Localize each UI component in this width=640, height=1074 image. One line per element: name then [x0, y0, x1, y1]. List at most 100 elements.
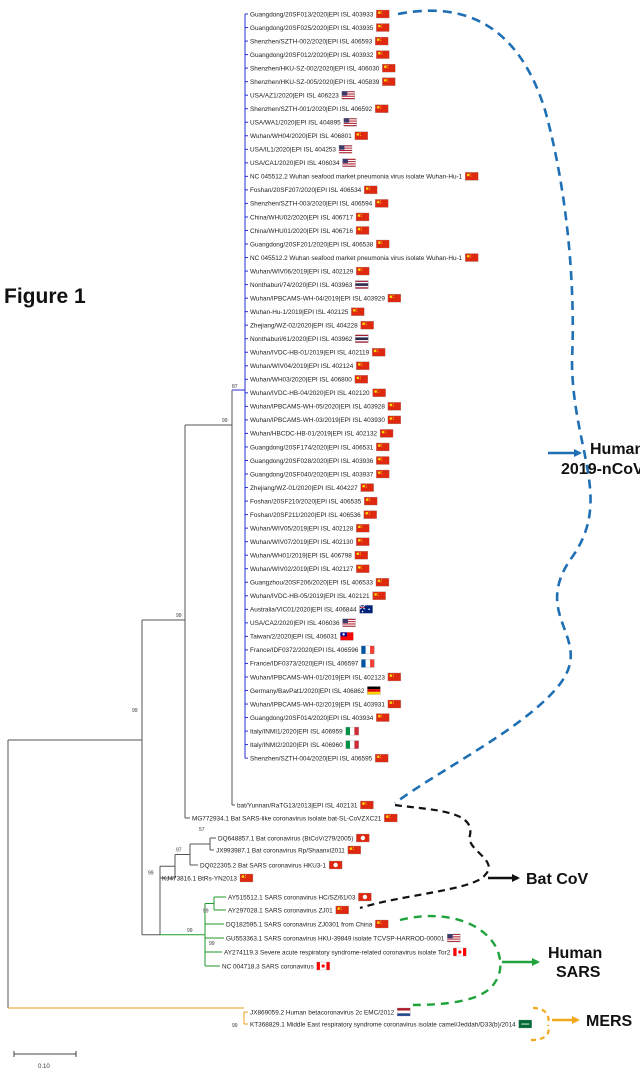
flag-germany-icon [367, 686, 381, 695]
flag-china-icon [360, 321, 374, 330]
taxon-label: Shenzhen/SZTH-002/2020|EPI ISL 406593 [250, 38, 373, 45]
taxon-label: Guangdong/20SF013/2020|EPI ISL 403933 [250, 11, 374, 18]
tree-branches [7, 13, 248, 1025]
taxon-label-bat: JX993987.1 Bat coronavirus Rp/Shaanxi201… [216, 847, 345, 854]
flag-china-icon [360, 483, 374, 492]
human-sars-label: Human [548, 945, 602, 962]
taxon-label: Wuhan/WIV02/2019|EPI ISL 402127 [250, 566, 354, 573]
taxon-label: Zhejiang/WZ-01/2020|EPI ISL 404227 [250, 485, 358, 492]
flag-china-icon [351, 307, 365, 316]
flag-china-icon [375, 578, 390, 587]
flag-france-icon [361, 659, 375, 668]
flag-thailand-icon [355, 334, 369, 343]
flag-china-icon [387, 293, 402, 303]
flag-china-icon [387, 699, 402, 709]
taxon-label: Shenzhen/SZTH-004/2020|EPI ISL 406595 [250, 755, 373, 762]
taxon-label-mers: JX869059.2 Human betacoronavirus 2c EMC/… [250, 1009, 395, 1016]
flag-china-icon [387, 402, 402, 411]
taxon-label: Wuhan/WIV06/2019|EPI ISL 402129 [250, 268, 354, 275]
taxon-label: Guangdong/20SF028/2020|EPI ISL 403936 [250, 458, 374, 465]
scale-bar-label: 0.10 [38, 1064, 50, 1070]
mers-bracket [530, 1006, 550, 1042]
flag-china-icon [379, 429, 394, 438]
flag-china-icon [375, 199, 389, 208]
taxon-label: USA/WA1/2020|EPI ISL 404895 [250, 120, 341, 127]
flag-china-icon [354, 375, 369, 384]
flag-china-icon [465, 253, 479, 262]
flag-china-icon [375, 919, 389, 929]
flag-china-icon [354, 131, 369, 140]
flag-china-icon [239, 873, 254, 883]
flag-thailand-icon [355, 280, 369, 289]
taxon-label: USA/AZ1/2020|EPI ISL 406223 [250, 92, 339, 99]
taxon-label: Italy/INMI2/2020|EPI ISL 406960 [250, 742, 343, 749]
taxon-label: Wuhan/WIV04/2019|EPI ISL 402124 [250, 363, 354, 370]
taxon-label: Foshan/20SF211/2020|EPI ISL 406536 [250, 512, 361, 519]
taxon-label-bat: DQ648857.1 Bat coronavirus (BtCoV/279/20… [218, 835, 353, 842]
flag-australia-icon [359, 604, 373, 614]
taxon-label: Wuhan/WH04/2020|EPI ISL 406801 [250, 133, 352, 140]
taxon-label: Wuhan/IPBCAMS-WH-04/2019|EPI ISL 403929 [250, 295, 385, 302]
flag-canada-icon [316, 961, 330, 971]
taxon-label: Wuhan/WH03/2020|EPI ISL 406800 [250, 377, 352, 384]
flag-china-icon [375, 36, 389, 46]
taxon-label: Foshan/20SF210/2020|EPI ISL 406535 [250, 498, 362, 505]
flag-usa-icon [342, 618, 356, 627]
taxon-label: NC 045512.2 Wuhan seafood market pneumon… [250, 255, 463, 262]
flag-china-icon [356, 523, 370, 533]
bat-cov-label: Bat CoV [526, 871, 589, 888]
taxon-label: Guangdong/20SF025/2020|EPI ISL 403935 [250, 25, 374, 32]
taxon-label: Germany/BavPat1/2020|EPI ISL 406862 [250, 688, 365, 695]
taxon-label: Wuhan/IVDC-HB-05/2019|EPI ISL 402121 [250, 593, 370, 600]
figure-title: Figure 1 [4, 285, 86, 308]
flag-usa-icon [338, 145, 353, 154]
taxon-label-sars: AY515512.1 SARS coronavirus HC/SZ/61/03 [228, 894, 356, 901]
flag-saudi-icon [518, 1019, 532, 1029]
flag-china-icon [387, 415, 402, 425]
flag-china-icon [376, 50, 390, 59]
bootstrap-bat-mid: 97 [176, 848, 182, 854]
flag-china-icon [355, 212, 370, 222]
taxon-label: Nonthaburi/61/2020|EPI ISL 403962 [250, 336, 353, 343]
flag-china-icon [371, 348, 386, 357]
flag-china-icon [375, 754, 389, 763]
flag-china-icon [382, 77, 396, 86]
taxon-label: Foshan/20SF207/2020|EPI ISL 406534 [250, 187, 362, 194]
taxon-label: Wuhan/IPBCAMS-WH-02/2019|EPI ISL 403931 [250, 701, 385, 708]
taxon-label: Guangdong/20SF012/2020|EPI ISL 403932 [250, 52, 374, 59]
flag-china-icon [356, 537, 370, 546]
flag-china-icon [355, 226, 370, 235]
bootstrap-sars-inner: 99 [203, 909, 209, 915]
bootstrap-values: 87 99 99 57 97 99 99 99 99 99 99 [132, 384, 238, 1029]
flag-china-icon [384, 813, 398, 823]
human-sars-bracket [399, 914, 502, 1007]
taxon-label-slcov: MG772934.1 Bat SARS-like coronavirus iso… [192, 815, 382, 822]
taxon-label-bat: KJ473816.1 BtRs-YN2013 [162, 875, 237, 882]
flag-usa-icon [447, 933, 461, 943]
flag-usa-icon [342, 158, 356, 167]
taxon-label: Nonthaburi/74/2020|EPI ISL 403963 [250, 282, 353, 289]
flag-china-icon [356, 266, 370, 276]
flag-china-icon [356, 564, 370, 573]
taxon-label-sars: GU553363.1 SARS coronavirus HKU-39849 is… [226, 935, 445, 942]
flag-china-icon [465, 172, 479, 181]
flag-china-icon [376, 469, 390, 479]
flag-usa-icon [343, 118, 357, 127]
taxon-label: Wuhan/IVDC-HB-01/2019|EPI ISL 402119 [250, 350, 370, 357]
flag-china-icon [364, 496, 378, 506]
bootstrap-sars-bottom: 99 [209, 941, 215, 947]
taxon-label: Wuhan/WIV05/2019|EPI ISL 402128 [250, 525, 354, 532]
taxon-label: USA/IL1/2020|EPI ISL 404253 [250, 147, 336, 154]
taxon-label-sars: AY297028.1 SARS coronavirus ZJ01 [228, 907, 333, 914]
mers-label: MERS [586, 1013, 633, 1030]
taxon-label: Wuhan/IVDC-HB-04/2020|EPI ISL 402120 [250, 390, 370, 397]
bootstrap-bat-inner: 57 [199, 827, 205, 833]
taxon-label: NC 045512.2 Wuhan seafood market pneumon… [250, 174, 463, 181]
flag-usa-icon [341, 91, 355, 100]
flag-china-icon [364, 185, 378, 195]
taxon-label-mers: KT368829.1 Middle East respiratory syndr… [250, 1021, 516, 1028]
taxon-label: Guangdong/20SF040/2020|EPI ISL 403937 [250, 471, 374, 478]
flag-china-icon [376, 23, 390, 32]
taxon-label: Wuhan/WIV07/2019|EPI ISL 402130 [250, 539, 354, 546]
flag-china-icon [375, 104, 389, 113]
